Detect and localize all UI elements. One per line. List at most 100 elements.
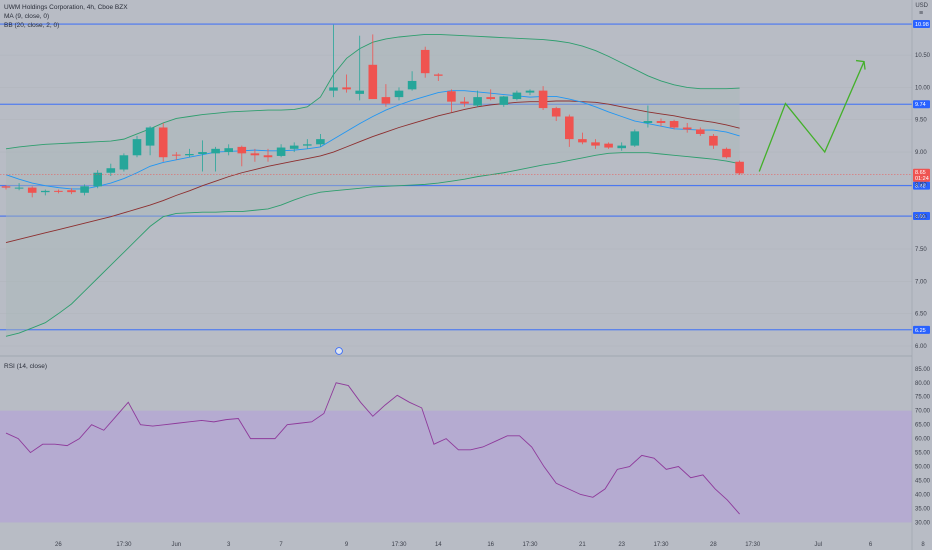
rsi-band — [0, 410, 912, 523]
candle[interactable] — [565, 116, 574, 140]
candle[interactable] — [394, 90, 404, 98]
candle[interactable] — [696, 129, 705, 134]
candle[interactable] — [54, 190, 63, 192]
candle[interactable] — [460, 101, 469, 104]
rsi-tick-label: 85.00 — [915, 367, 931, 373]
candle[interactable] — [263, 155, 273, 158]
candle[interactable] — [132, 139, 142, 156]
time-tick-label: 17:30 — [653, 542, 669, 548]
time-tick-label: 7 — [279, 542, 283, 548]
candle[interactable] — [106, 168, 116, 173]
candle[interactable] — [250, 153, 260, 156]
candle[interactable] — [119, 155, 129, 170]
candle[interactable] — [14, 187, 24, 189]
projection-path[interactable] — [758, 61, 865, 172]
level-tag[interactable] — [913, 325, 930, 334]
countdown-label: 01:24 — [915, 176, 929, 182]
candle[interactable] — [486, 97, 495, 100]
price-tick-label: 10.50 — [915, 53, 931, 59]
candle[interactable] — [630, 131, 640, 146]
candle[interactable] — [158, 127, 168, 158]
time-tick-label: 14 — [435, 542, 442, 548]
symbol-title[interactable]: UWM Holdings Corporation, 4h, Cboe BZX — [4, 4, 128, 11]
candle[interactable] — [709, 135, 718, 146]
bb-basis-line — [5, 100, 740, 244]
candle[interactable] — [381, 97, 391, 104]
candle[interactable] — [289, 145, 299, 149]
candle[interactable] — [525, 90, 535, 93]
candle[interactable] — [145, 127, 155, 146]
candle[interactable] — [303, 144, 312, 146]
candle[interactable] — [368, 64, 378, 100]
candle[interactable] — [538, 90, 548, 109]
rsi-tick-label: 75.00 — [915, 395, 931, 401]
main-legend: UWM Holdings Corporation, 4h, Cboe BZX M… — [4, 3, 128, 30]
candle[interactable] — [224, 148, 233, 153]
candle[interactable] — [604, 143, 613, 148]
candle[interactable] — [578, 139, 587, 143]
level-tag[interactable] — [913, 181, 930, 190]
ma-legend[interactable]: MA (9, close, 0) — [4, 13, 50, 20]
candle[interactable] — [735, 161, 744, 174]
currency-label[interactable]: USD — [915, 3, 928, 9]
candle[interactable] — [211, 148, 220, 154]
bb-legend[interactable]: BB (20, close, 2, 0) — [4, 22, 60, 29]
price-tick-label: 6.50 — [915, 312, 927, 318]
rsi-layer — [5, 382, 740, 515]
rsi-title[interactable]: RSI (14, close) — [4, 363, 47, 370]
candle[interactable] — [434, 74, 443, 76]
time-tick-label: 16 — [487, 542, 494, 548]
candle[interactable] — [669, 121, 679, 128]
event-icon[interactable] — [335, 347, 343, 355]
candles-layer[interactable] — [1, 24, 744, 198]
candle[interactable] — [499, 96, 509, 105]
candle[interactable] — [276, 147, 286, 156]
candle[interactable] — [682, 127, 692, 130]
level-tag[interactable] — [913, 100, 930, 109]
candle[interactable] — [643, 121, 653, 123]
last-price-tag[interactable] — [913, 168, 930, 182]
candle[interactable] — [407, 80, 417, 90]
candle[interactable] — [447, 91, 456, 102]
candle[interactable] — [93, 172, 102, 187]
candle[interactable] — [185, 154, 194, 156]
candle[interactable] — [355, 90, 364, 94]
candle[interactable] — [67, 190, 76, 193]
scale-menu-icon[interactable]: ≡ — [918, 10, 924, 17]
rsi-legend: RSI (14, close) — [4, 362, 47, 371]
level-tag-label: 10.98 — [915, 22, 929, 28]
level-tag-label: 6.25 — [915, 328, 926, 334]
rsi-tick-label: 35.00 — [915, 506, 931, 512]
candle[interactable] — [617, 145, 626, 149]
events-marker[interactable] — [335, 347, 343, 355]
candle[interactable] — [80, 186, 89, 193]
axes-layer: 6.00 6.50 7.00 7.50 8.00 8.50 9.00 9.50 10.00 10.… — [0, 53, 931, 548]
candle[interactable] — [473, 97, 482, 106]
candle[interactable] — [41, 190, 50, 193]
level-tag[interactable] — [913, 212, 930, 221]
ma-line — [5, 90, 740, 190]
candle[interactable] — [342, 87, 351, 90]
level-tag[interactable] — [913, 20, 930, 29]
rsi-line[interactable] — [5, 382, 740, 515]
candle[interactable] — [237, 146, 247, 154]
candle[interactable] — [512, 92, 522, 100]
candle[interactable] — [591, 142, 600, 146]
candle[interactable] — [551, 108, 561, 117]
candle[interactable] — [656, 121, 666, 123]
rsi-tick-label: 55.00 — [915, 451, 931, 457]
candle[interactable] — [198, 152, 207, 155]
candle[interactable] — [27, 187, 37, 193]
time-tick-label: 8 — [921, 542, 925, 548]
candle[interactable] — [420, 49, 430, 74]
candle[interactable] — [172, 154, 181, 156]
candle[interactable] — [316, 139, 325, 145]
candle[interactable] — [1, 186, 11, 188]
time-tick-label: 9 — [345, 542, 349, 548]
bb-lower-line — [5, 152, 740, 337]
candle[interactable] — [329, 87, 338, 91]
candle[interactable] — [722, 148, 731, 158]
time-tick-label: 6 — [869, 542, 873, 548]
